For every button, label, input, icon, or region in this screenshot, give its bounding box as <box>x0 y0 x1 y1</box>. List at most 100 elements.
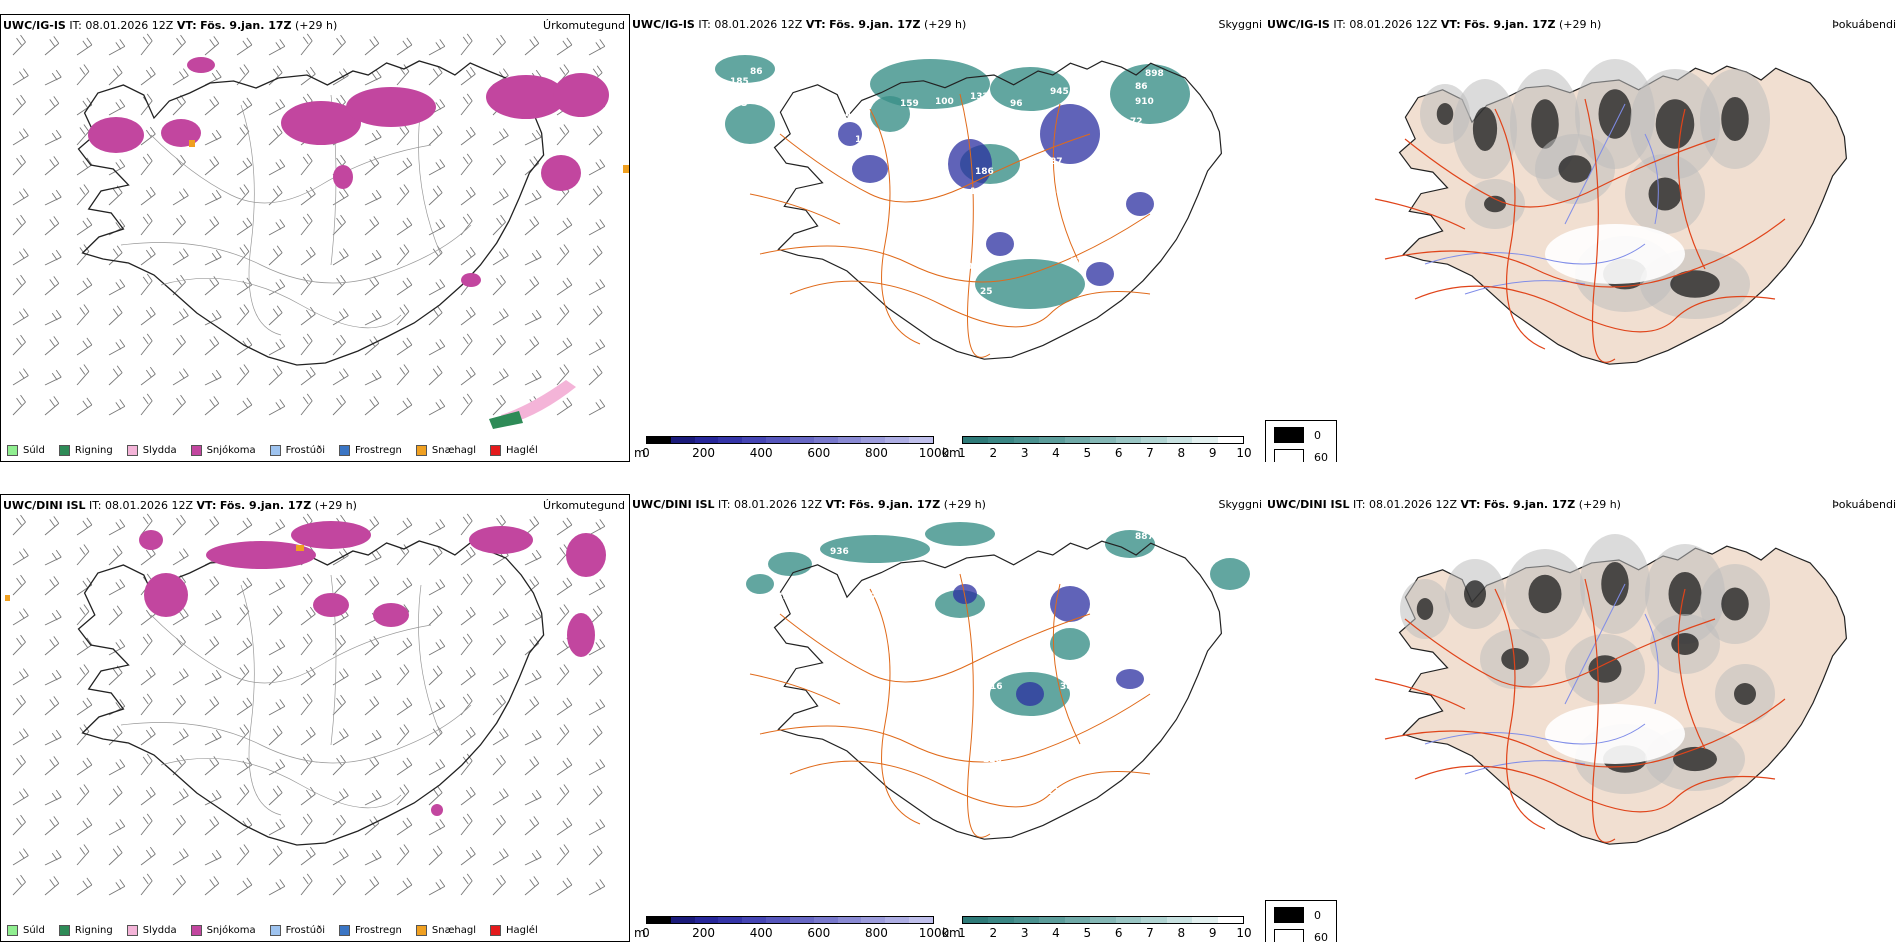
wind-barb <box>396 757 413 776</box>
visibility-area <box>990 67 1070 111</box>
wind-barb <box>236 364 250 386</box>
wind-barb <box>44 849 62 866</box>
colorbar-tick: 8 <box>1177 926 1186 940</box>
wind-barb <box>588 759 606 776</box>
fog-core <box>1648 177 1682 211</box>
wind-barb <box>204 609 222 626</box>
wind-barb <box>364 849 382 866</box>
wind-barb <box>588 845 603 866</box>
wind-barb <box>140 753 153 776</box>
wind-barb <box>300 786 316 806</box>
wind-barb <box>460 813 473 836</box>
legend-swatch <box>58 444 70 456</box>
wind-barb <box>300 246 316 266</box>
legend-swatch <box>58 924 70 936</box>
colorbar-segment <box>1166 437 1193 443</box>
iceland-map <box>1374 534 1848 845</box>
colorbar-segment <box>694 917 719 923</box>
panel-title: UWC/DINI ISL IT: 08.01.2026 12Z VT: Fös.… <box>632 498 986 511</box>
wind-barb <box>460 873 473 896</box>
wind-barb <box>44 96 60 116</box>
wind-barb <box>108 605 123 626</box>
wind-barb <box>364 789 382 806</box>
wind-barb <box>396 184 410 206</box>
wind-barb <box>204 129 222 146</box>
colorbar-segment <box>963 917 989 923</box>
wind-barb <box>236 37 253 56</box>
wind-barb <box>300 813 313 836</box>
visibility-panel-top: UWC/IG-IS IT: 08.01.2026 12Z VT: Fös. 9.… <box>630 14 1265 462</box>
fog-panel-bottom: UWC/DINI ISL IT: 08.01.2026 12Z VT: Fös.… <box>1265 494 1900 942</box>
wind-barb <box>44 129 62 146</box>
wind-barb <box>268 125 283 146</box>
wind-barb <box>524 129 542 146</box>
colorbar-segment <box>1064 917 1091 923</box>
wind-barb <box>76 817 93 836</box>
coastline <box>773 540 1223 840</box>
road <box>1414 285 1776 333</box>
colorbar-tick: 7 <box>1146 446 1154 460</box>
wind-barb <box>364 636 380 656</box>
ceiling-area <box>1040 104 1100 164</box>
visibility-area <box>925 522 995 546</box>
wind-barb <box>236 697 253 716</box>
wind-barb <box>236 244 250 266</box>
visibility-value-label: 304 <box>960 262 979 272</box>
river <box>1564 103 1626 225</box>
wind-barb <box>44 276 60 296</box>
rain-area <box>489 411 523 429</box>
colorbar-segment <box>1064 437 1091 443</box>
wind-barb <box>172 368 189 386</box>
iceland-map <box>12 33 629 429</box>
wind-barb <box>268 579 286 596</box>
wind-barb <box>140 273 153 296</box>
snow-area <box>206 541 316 569</box>
visibility-value-label: 96 <box>1010 99 1023 109</box>
ceiling-area <box>948 139 992 189</box>
wind-barb <box>300 726 316 746</box>
wind-barb <box>492 128 509 146</box>
wind-barb <box>524 816 540 836</box>
legend-label: Rigning <box>74 924 113 936</box>
snow-area <box>553 73 609 117</box>
wind-barb <box>556 577 573 596</box>
wind-barb <box>268 725 283 746</box>
wind-barb <box>236 664 250 686</box>
wind-barb <box>524 549 542 566</box>
snow-area <box>567 613 595 657</box>
legend-label: Súld <box>23 444 45 456</box>
wind-barb <box>44 216 60 236</box>
legend-item: Frostúði <box>269 924 325 936</box>
legend-swatch <box>1274 929 1304 942</box>
wind-barb <box>396 244 410 266</box>
visibility-value-label: 27 <box>790 102 803 112</box>
wind-barb <box>12 34 26 56</box>
visibility-value-label: 936 <box>830 547 849 557</box>
wind-barb <box>396 397 413 416</box>
road <box>1404 138 1716 208</box>
wind-barb <box>76 337 93 356</box>
snow-pellet-area <box>296 545 304 551</box>
wind-barb <box>460 366 476 386</box>
wind-barb <box>588 39 606 56</box>
snow-area <box>187 57 215 73</box>
wind-barb <box>140 693 153 716</box>
wind-barb <box>396 664 410 686</box>
river <box>1644 613 1659 705</box>
visibility-value-label: 910 <box>1135 97 1154 107</box>
visibility-area <box>1050 628 1090 660</box>
wind-barb <box>108 159 126 176</box>
wind-barb <box>140 246 156 266</box>
wind-barb <box>172 34 186 56</box>
wind-barb <box>108 819 126 836</box>
wind-barb <box>300 393 313 416</box>
road <box>749 193 841 225</box>
wind-barb <box>428 339 446 356</box>
colorbar-segment <box>813 917 838 923</box>
legend-item: Frostregn <box>339 444 402 456</box>
wind-barb <box>44 396 60 416</box>
wind-barb <box>396 37 413 56</box>
snow-area <box>461 273 481 287</box>
wind-barb <box>332 274 346 296</box>
road <box>160 758 402 809</box>
